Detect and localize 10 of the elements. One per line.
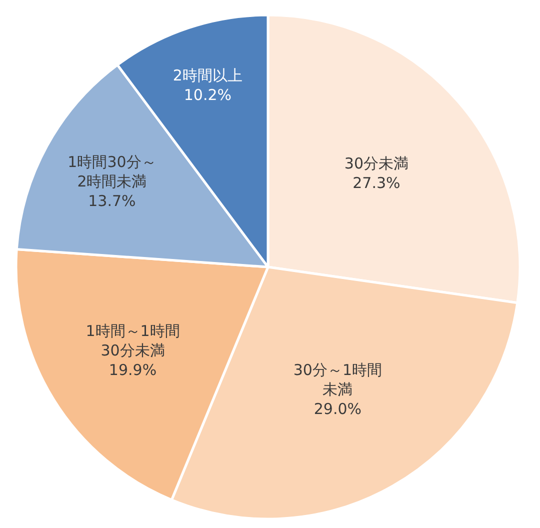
slice-label: 1時間～1時間30分未満 (86, 322, 180, 360)
slice-label: 2時間以上 (172, 66, 242, 84)
slice-label: 30分～1時間未満 (293, 360, 382, 398)
slice-label: 30分未満 (344, 154, 409, 172)
data-label: 10.2% (184, 86, 232, 104)
data-label: 13.7% (88, 192, 136, 210)
slice-label: 1時間30分～2時間未満 (68, 153, 156, 191)
data-label: 27.3% (352, 174, 400, 192)
data-label: 29.0% (314, 400, 362, 418)
data-label: 19.9% (108, 361, 157, 380)
